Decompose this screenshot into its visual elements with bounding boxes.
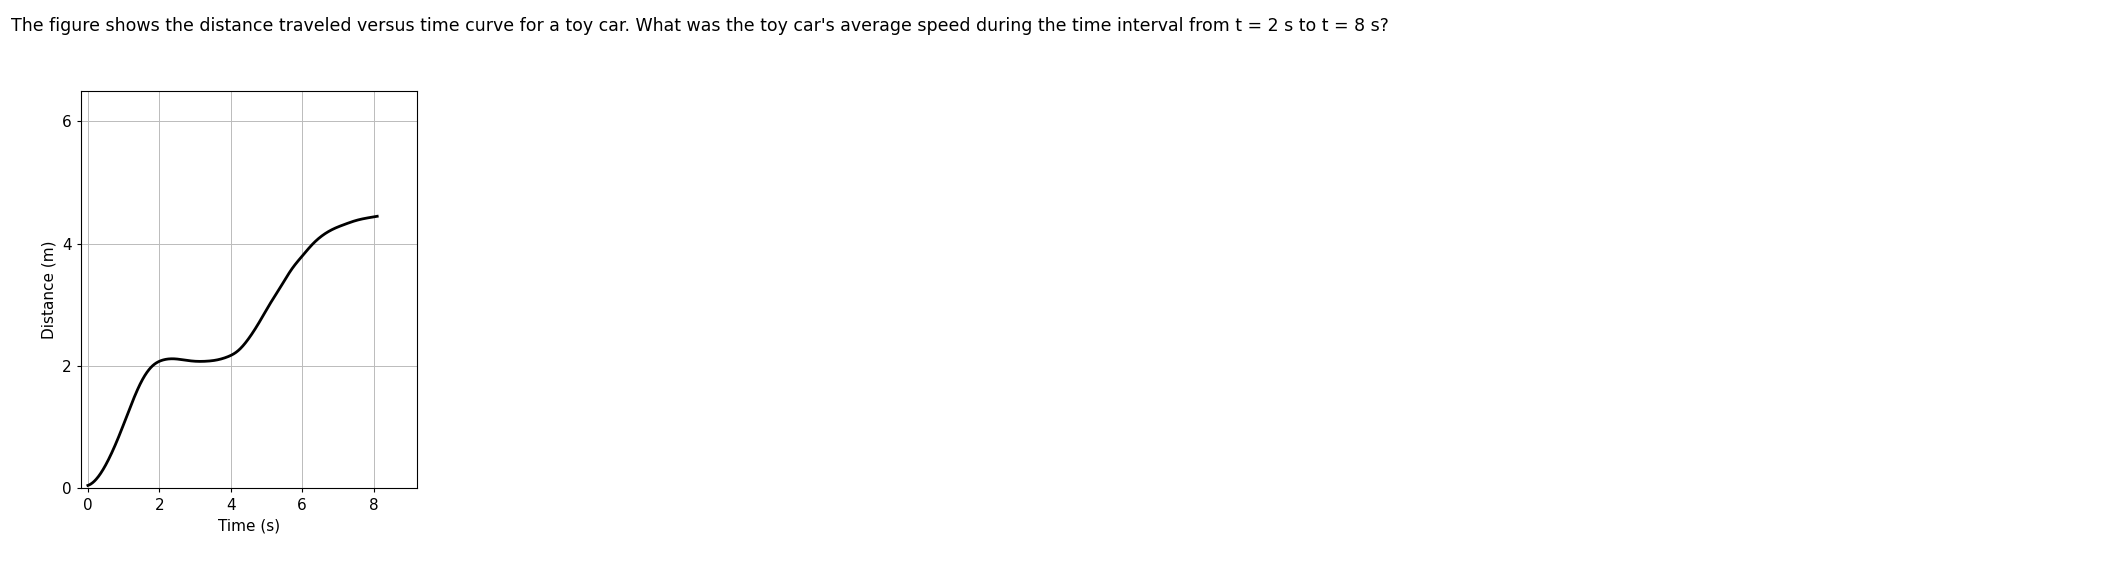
Y-axis label: Distance (m): Distance (m) — [40, 240, 57, 339]
X-axis label: Time (s): Time (s) — [217, 518, 280, 533]
Text: The figure shows the distance traveled versus time curve for a toy car. What was: The figure shows the distance traveled v… — [11, 17, 1388, 35]
